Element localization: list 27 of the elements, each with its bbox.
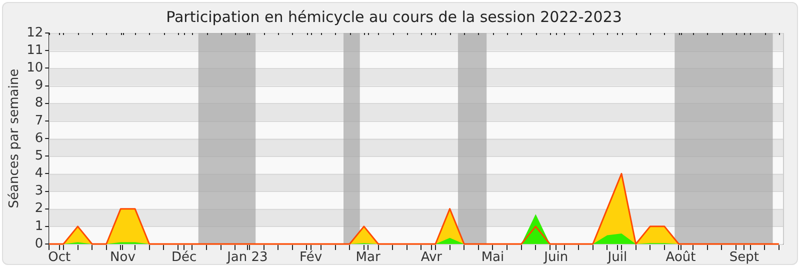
y-tick-label: 12 <box>26 25 44 40</box>
x-tick-label: Nov <box>110 250 136 265</box>
x-tick-label: Sept <box>729 250 759 265</box>
y-tick-label: 8 <box>34 96 44 111</box>
y-tick-label: 10 <box>26 60 44 76</box>
x-tick-label: Avr <box>420 250 443 265</box>
x-tick-label: Juil <box>606 250 628 265</box>
x-tick-label: Oct <box>48 250 71 265</box>
y-tick-label: 4 <box>34 166 44 182</box>
chart-title: Participation en hémicycle au cours de la session 2022-2023 <box>166 8 622 26</box>
x-tick-label: Mar <box>356 250 381 265</box>
y-tick-label: 0 <box>34 236 44 252</box>
x-tick-label: Jan 23 <box>226 250 268 265</box>
y-tick-label: 1 <box>34 218 44 234</box>
y-tick-label: 11 <box>26 42 44 58</box>
x-tick-label: Fév <box>300 250 322 265</box>
y-tick-label: 9 <box>34 78 44 94</box>
y-tick-label: 5 <box>34 148 44 164</box>
y-tick-label: 3 <box>34 184 44 199</box>
x-tick-label: Juin <box>543 250 568 265</box>
y-axis-title: Séances par semaine <box>7 68 22 208</box>
y-tick-label: 6 <box>34 130 44 146</box>
x-tick-label: Août <box>666 250 696 265</box>
y-tick-label: 7 <box>34 113 44 128</box>
x-tick-label: Mai <box>481 250 504 265</box>
x-tick-label: Déc <box>171 250 197 265</box>
y-tick-label: 2 <box>34 201 44 216</box>
